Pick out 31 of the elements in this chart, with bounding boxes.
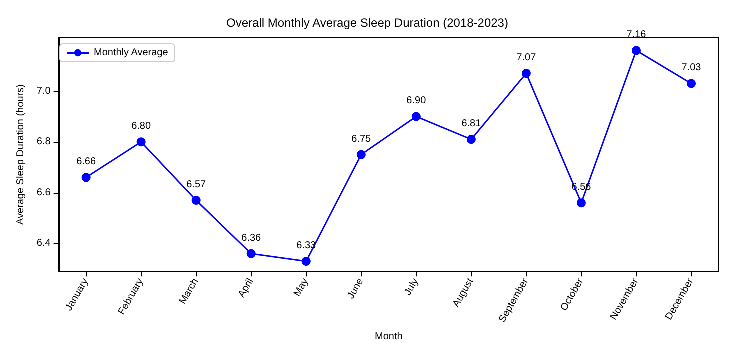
point bbox=[576, 198, 586, 208]
point bbox=[412, 112, 421, 122]
y-tick-label: 6.8 bbox=[36, 136, 52, 148]
y-tick-label: 7.0 bbox=[36, 86, 52, 97]
data-label: 6.75 bbox=[352, 134, 372, 145]
point bbox=[356, 150, 366, 160]
point bbox=[246, 249, 256, 258]
point bbox=[687, 79, 696, 88]
point bbox=[192, 196, 201, 206]
y-tick-label: 6.6 bbox=[36, 187, 52, 198]
data-label: 7.03 bbox=[682, 62, 702, 74]
data-label: 7.16 bbox=[626, 30, 647, 41]
point bbox=[82, 173, 91, 182]
y-axis-title: Average Sleep Duration (hours) bbox=[16, 84, 26, 226]
chart-title: Overall Monthly Average Sleep Duration (2018-2023) bbox=[226, 16, 508, 30]
data-label: 6.57 bbox=[186, 180, 207, 191]
point bbox=[466, 135, 476, 144]
point bbox=[136, 138, 146, 147]
data-label: 6.81 bbox=[462, 118, 482, 130]
data-label: 7.07 bbox=[516, 52, 537, 64]
data-label: 6.36 bbox=[242, 232, 262, 244]
x-axis-title: Month bbox=[375, 332, 403, 342]
legend-label: Monthly Average bbox=[94, 48, 169, 58]
x-tick-label: July bbox=[402, 276, 422, 298]
data-label: 6.66 bbox=[76, 156, 96, 168]
point bbox=[302, 256, 311, 266]
point bbox=[522, 69, 531, 78]
y-tick-label: 6.4 bbox=[36, 238, 52, 250]
data-label: 6.80 bbox=[132, 121, 152, 132]
point bbox=[632, 46, 641, 56]
data-label: 6.90 bbox=[406, 96, 427, 107]
